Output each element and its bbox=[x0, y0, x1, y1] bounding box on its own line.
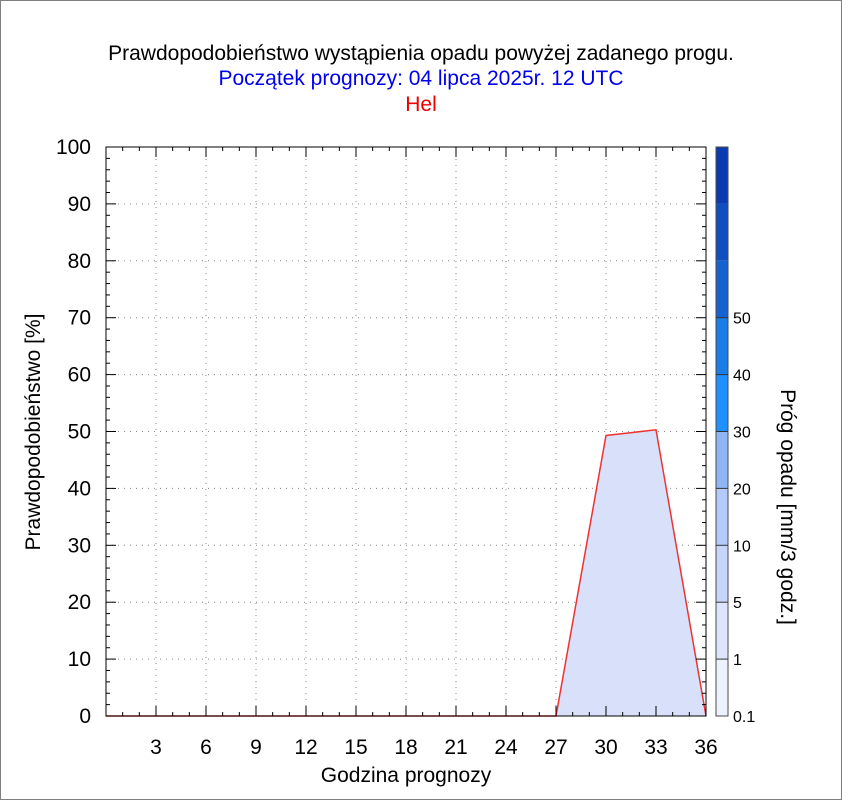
x-tick-label: 30 bbox=[594, 736, 617, 759]
colorbar-tick-label: 0.1 bbox=[733, 709, 755, 726]
y-tick-label: 70 bbox=[68, 307, 91, 330]
chart-subtitle: Początek prognozy: 04 lipca 2025r. 12 UT… bbox=[218, 67, 624, 90]
chart-title: Prawdopodobieństwo wystąpienia opadu pow… bbox=[108, 42, 734, 65]
colorbar-segment bbox=[716, 602, 728, 660]
x-tick-label: 21 bbox=[444, 736, 467, 759]
colorbar-tick-label: 40 bbox=[733, 368, 751, 385]
x-tick-label: 33 bbox=[644, 736, 667, 759]
series-layer bbox=[105, 428, 707, 717]
x-tick-label: 27 bbox=[544, 736, 567, 759]
colorbar-segment bbox=[716, 260, 728, 318]
x-tick-label: 12 bbox=[294, 736, 317, 759]
colorbar-segment bbox=[716, 659, 728, 716]
x-tick-label: 6 bbox=[200, 736, 212, 759]
x-tick-label: 36 bbox=[694, 736, 717, 759]
axis-ticks: 3 6 9 12 15 18 21 24 27 30 33 360102030405060708090… bbox=[56, 136, 718, 759]
x-tick-label: 18 bbox=[394, 736, 417, 759]
y-tick-label: 0 bbox=[79, 705, 91, 728]
colorbar: 0.1 1 5 10 20 30 40 50 bbox=[715, 146, 755, 726]
y-tick-label: 40 bbox=[68, 477, 91, 500]
y-axis-label: Prawdopodobieństwo [%] bbox=[22, 314, 45, 551]
colorbar-tick-label: 30 bbox=[733, 425, 751, 442]
x-axis-label: Godzina prognozy bbox=[321, 764, 492, 787]
x-tick-label: 9 bbox=[250, 736, 262, 759]
station-name: Hel bbox=[405, 93, 437, 116]
colorbar-tick-label: 50 bbox=[733, 311, 751, 328]
colorbar-segment bbox=[716, 317, 728, 375]
colorbar-segment bbox=[716, 545, 728, 603]
colorbar-tick-label: 5 bbox=[733, 595, 742, 612]
colorbar-segment bbox=[716, 488, 728, 546]
x-tick-label: 3 bbox=[150, 736, 162, 759]
colorbar-segment bbox=[716, 203, 728, 261]
colorbar-tick-label: 1 bbox=[733, 652, 742, 669]
y-tick-label: 90 bbox=[68, 193, 91, 216]
colorbar-segment bbox=[716, 147, 728, 204]
y-tick-label: 50 bbox=[68, 421, 91, 444]
y-tick-label: 10 bbox=[68, 648, 91, 671]
colorbar-tick-label: 20 bbox=[733, 481, 751, 498]
y-tick-label: 20 bbox=[68, 591, 91, 614]
x-tick-label: 24 bbox=[494, 736, 518, 759]
y-tick-label: 80 bbox=[68, 250, 91, 273]
colorbar-label: Próg opadu [mm/3 godz.] bbox=[776, 389, 799, 625]
colorbar-segment bbox=[716, 431, 728, 489]
probability-area bbox=[106, 429, 706, 716]
colorbar-tick-label: 10 bbox=[733, 538, 751, 555]
colorbar-segment bbox=[716, 374, 728, 432]
y-tick-label: 100 bbox=[56, 136, 91, 159]
y-tick-label: 30 bbox=[68, 534, 91, 557]
x-tick-label: 15 bbox=[344, 736, 367, 759]
y-tick-label: 60 bbox=[68, 364, 91, 387]
